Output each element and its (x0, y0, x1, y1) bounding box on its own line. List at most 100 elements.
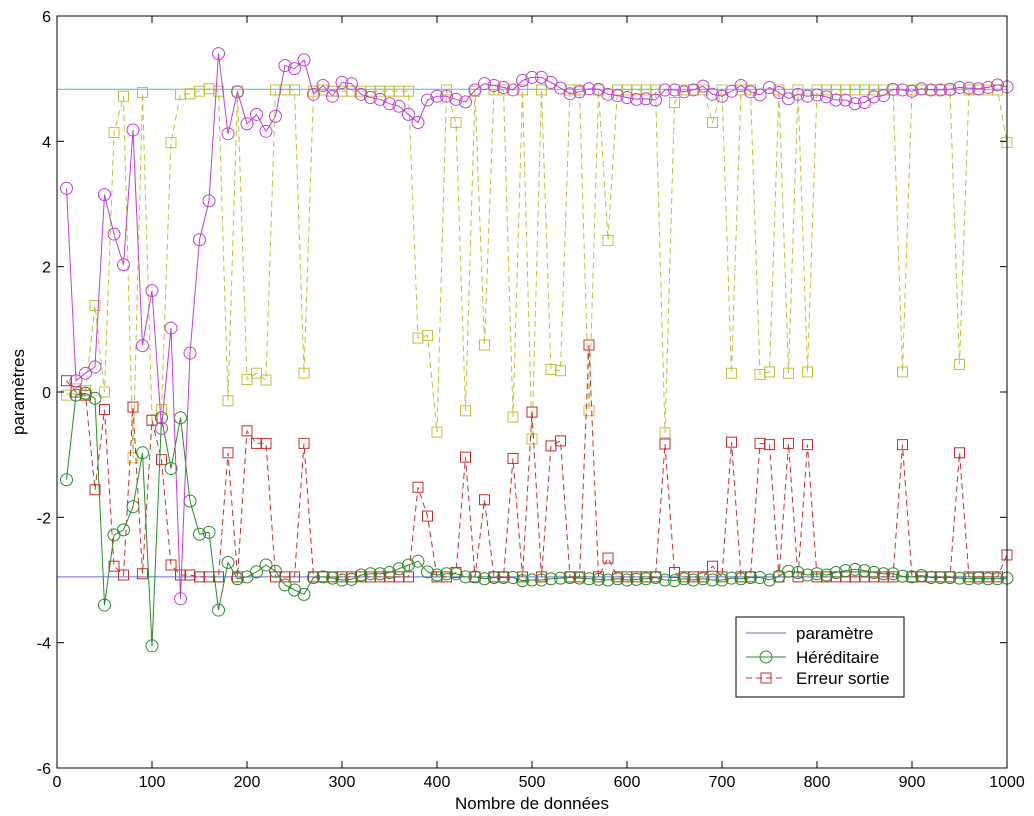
x-tick-label: 300 (329, 774, 356, 791)
data-point (250, 565, 263, 579)
data-point (649, 570, 662, 584)
data-point (962, 572, 976, 586)
data-point (602, 234, 614, 246)
data-point (972, 82, 985, 96)
data-point (669, 96, 680, 108)
data-point (620, 90, 634, 104)
data-point (526, 433, 538, 445)
data-point (896, 569, 909, 583)
data-point (60, 181, 73, 195)
data-point (164, 321, 178, 335)
data-point (241, 373, 253, 385)
data-point (478, 77, 491, 91)
data-point (298, 367, 310, 379)
data-point (459, 570, 472, 584)
data-point (202, 525, 216, 539)
data-point (373, 567, 387, 581)
data-point (516, 74, 529, 88)
data-point (744, 85, 757, 99)
data-point (858, 95, 871, 109)
data-point (487, 570, 501, 584)
data-point (915, 569, 928, 583)
data-point (145, 639, 159, 653)
data-point (421, 93, 434, 107)
series-hered2 (60, 386, 1014, 653)
data-point (289, 84, 300, 96)
data-point (744, 570, 757, 584)
data-point (506, 570, 520, 584)
data-point (402, 558, 415, 572)
data-point (231, 572, 244, 586)
data-point (525, 573, 539, 587)
data-point (687, 573, 700, 587)
data-point (430, 89, 444, 103)
data-point (962, 81, 976, 95)
data-point (478, 572, 491, 586)
data-point (155, 421, 168, 435)
data-point (202, 194, 216, 208)
data-point (288, 62, 301, 76)
data-point (650, 84, 661, 96)
data-point (117, 523, 130, 537)
data-point (403, 571, 414, 583)
data-point (231, 85, 244, 99)
data-point (251, 367, 262, 379)
data-point (98, 598, 111, 612)
y-tick-label: 4 (42, 134, 51, 151)
data-point (734, 79, 748, 93)
data-point (449, 567, 463, 581)
data-point (877, 89, 890, 103)
data-point (658, 573, 672, 587)
data-point (213, 85, 224, 97)
data-point (99, 404, 110, 416)
data-point (791, 87, 805, 101)
legend: paramètre Héréditaire Erreur sortie (735, 616, 905, 698)
data-point (848, 97, 862, 111)
data-point (611, 572, 624, 586)
data-point (411, 116, 425, 130)
data-point (915, 82, 928, 96)
data-point (146, 414, 158, 426)
data-point (118, 90, 129, 102)
data-point (630, 92, 643, 106)
data-point (810, 567, 824, 581)
data-point (886, 567, 900, 581)
series-line-hered1 (66, 53, 1008, 599)
data-point (164, 461, 178, 475)
data-point (307, 570, 320, 584)
data-point (544, 572, 558, 586)
data-point (80, 389, 91, 401)
data-point (583, 405, 595, 417)
data-point (764, 366, 775, 378)
data-point (867, 90, 881, 104)
data-point (897, 439, 908, 451)
data-point (687, 83, 700, 97)
data-point (763, 573, 776, 587)
series-line-hered2 (66, 392, 1008, 646)
data-point (517, 84, 528, 96)
data-point (118, 569, 129, 581)
data-point (992, 571, 1003, 583)
data-point (240, 117, 254, 131)
data-point (601, 573, 615, 587)
x-tick-label: 100 (139, 774, 166, 791)
data-point (88, 391, 102, 405)
data-point (697, 571, 709, 583)
data-point (954, 358, 965, 370)
data-point (127, 452, 139, 464)
data-point (156, 404, 167, 416)
data-point (792, 84, 804, 96)
data-point (649, 93, 662, 107)
data-point (583, 339, 595, 351)
data-point (507, 452, 519, 464)
x-tick-label: 1000 (989, 774, 1025, 791)
data-point (497, 570, 510, 584)
data-point (278, 59, 292, 73)
data-point (725, 571, 738, 585)
data-point (801, 89, 814, 103)
data-point (554, 571, 567, 585)
data-point (126, 500, 140, 514)
data-point (402, 107, 415, 121)
data-point (953, 571, 966, 585)
data-point (934, 83, 947, 97)
